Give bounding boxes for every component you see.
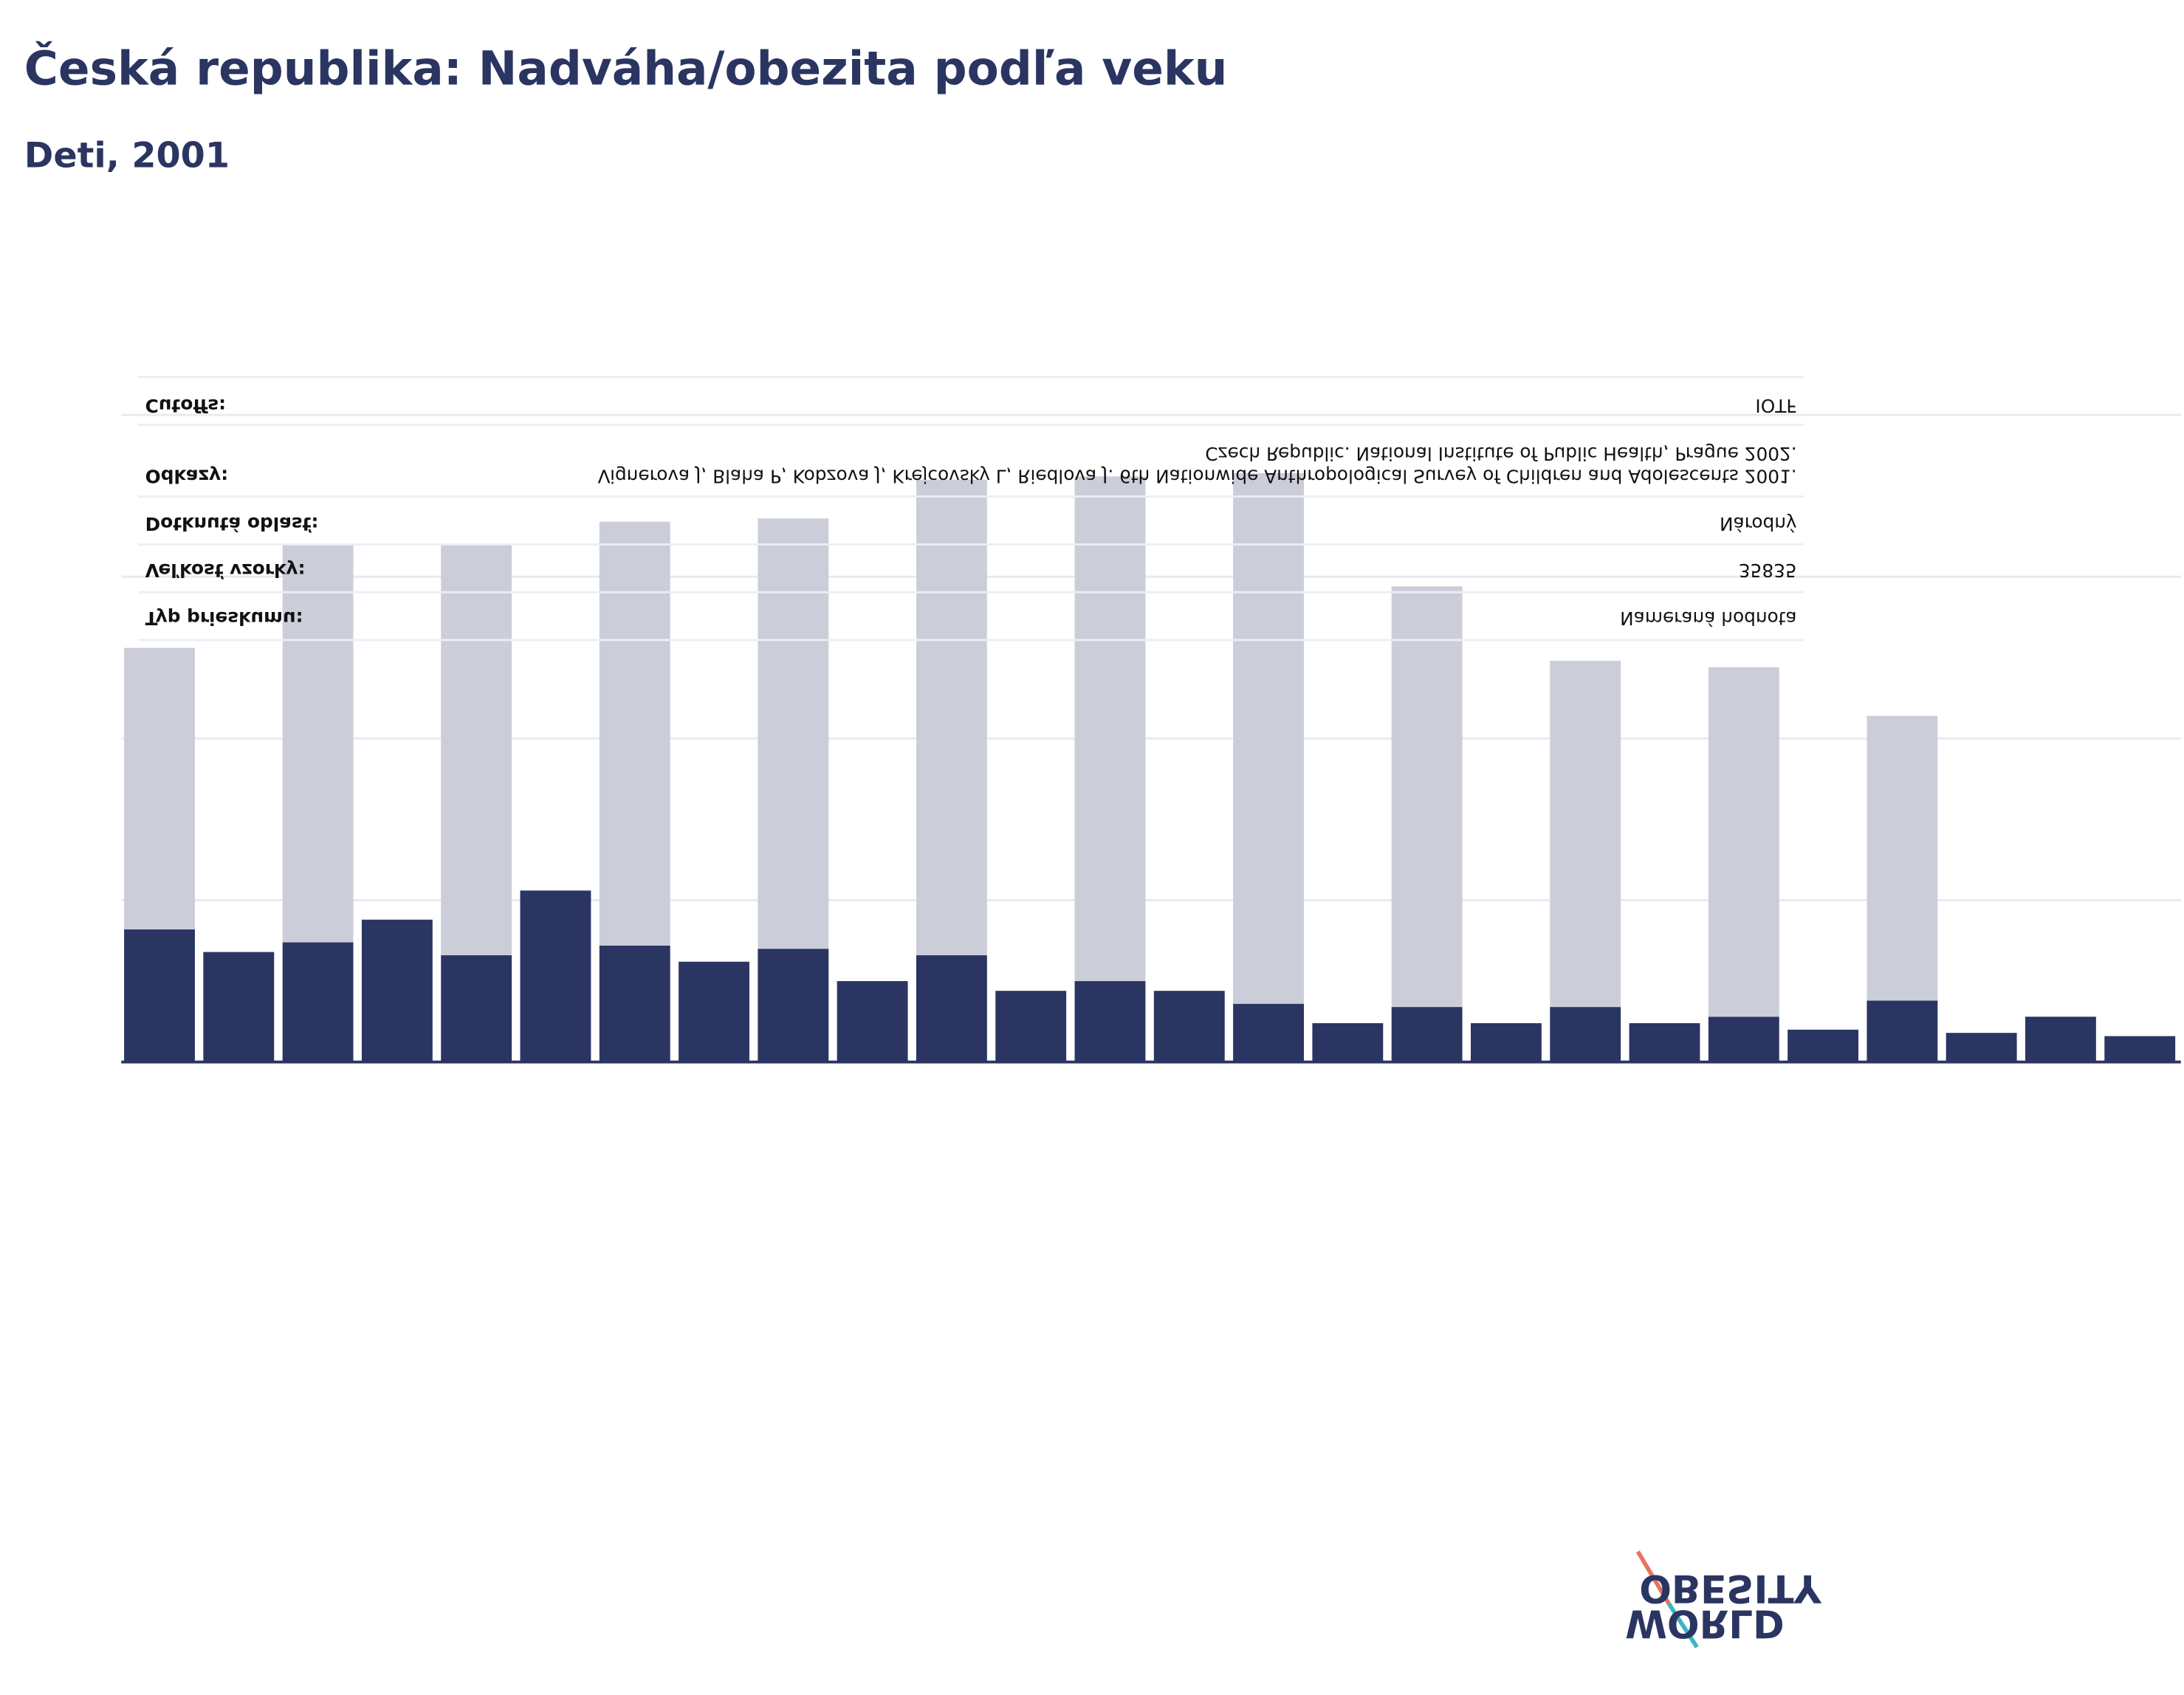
bar-segment [758,949,829,1062]
bar-segment [282,942,354,1062]
bar-segment [441,955,512,1062]
bar-segment [1708,667,1779,1017]
bar-segment [1312,1022,1384,1062]
bar-segment [1153,991,1225,1062]
bar-segment [1550,661,1621,1008]
bar-segment [916,479,987,955]
bar-segment [599,521,670,946]
bar-segment [520,890,591,1062]
bar-segment [282,544,354,943]
bar-segment [1867,1000,1938,1062]
chart-title: Česká republika: Nadváha/obezita podľa v… [24,41,1228,95]
bar-segment [124,929,195,1062]
table-label: Odkazy: [145,465,228,487]
bar-segment [1391,586,1463,1008]
table-label: Veľkosť vzorky: [145,560,306,581]
bar-segment [1391,1007,1463,1062]
table-value: Czech Republic. National Institute of Pu… [1205,443,1796,464]
bar-segment [203,952,275,1062]
chart-subtitle: Deti, 2001 [24,136,230,176]
bar-segment [441,544,512,955]
bar-segment [2025,1017,2096,1062]
bar-segment [1629,1022,1700,1062]
bar-segment [1946,1033,2017,1062]
bar-segment [361,919,433,1062]
table-value: 35835 [1739,560,1797,581]
bar-segment [1550,1007,1621,1062]
bar-segment [1867,715,1938,1001]
bar-segment [758,518,829,949]
bar-segment [2104,1036,2176,1062]
bar-segment [1470,1022,1542,1062]
table-value: Nameraná hodnota [1620,608,1796,629]
bar-segment [1233,1003,1304,1062]
bar-segment [124,647,195,929]
bar-segment [837,981,908,1062]
bar-segment [1708,1017,1779,1062]
table-label: Dotknutá oblasť: [145,513,319,534]
table-value: Národný [1720,513,1797,534]
logo-slash [1666,1602,1699,1648]
table-label: Cutoffs: [145,395,226,416]
logo-slash [1635,1550,1671,1605]
table-label: Typ prieskumu: [145,608,303,629]
bar-segment [1074,476,1146,982]
bar-segment [1233,472,1304,1004]
bar-segment [1788,1029,1859,1062]
table-value: Vignerova J, Blaha P, Kobzova J, Krejcov… [598,465,1797,487]
bar-segment [995,991,1067,1062]
bar-segment [916,955,987,1062]
bar-segment [679,961,749,1062]
logo-text: OBESITY [1639,1566,1821,1610]
logo-text: WORLD [1625,1601,1785,1646]
bar-segment [1074,981,1146,1062]
table-value: IOTF [1755,395,1796,416]
bar-segment [599,945,670,1062]
